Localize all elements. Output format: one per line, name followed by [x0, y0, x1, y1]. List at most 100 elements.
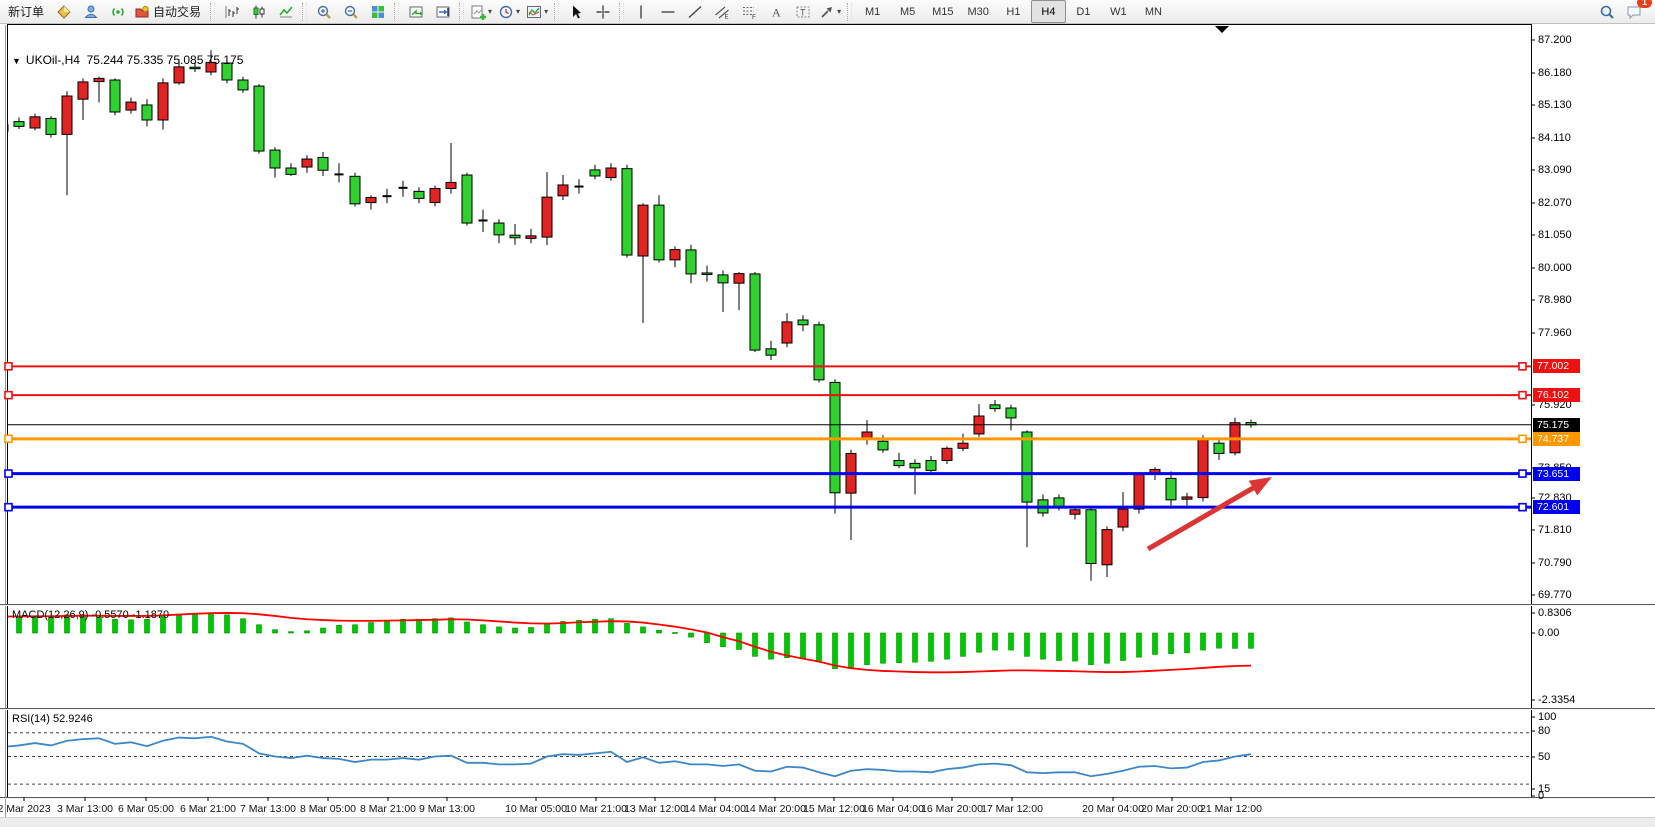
indicator-axis-label: 15	[1538, 783, 1551, 795]
vertical-line-button[interactable]	[627, 0, 654, 23]
hline-handle[interactable]	[1518, 469, 1527, 478]
chat-button[interactable]: 1	[1620, 0, 1652, 23]
chart-border	[7, 24, 1532, 798]
new-order-button[interactable]: 新订单	[2, 0, 50, 23]
macd-histogram-bar	[1136, 632, 1142, 658]
candle-body	[1085, 509, 1097, 565]
macd-histogram-bar	[800, 632, 806, 659]
candlestick-chart-button[interactable]	[245, 0, 272, 23]
timeframe-m15-button[interactable]: M15	[932, 5, 954, 18]
hline-handle[interactable]	[4, 502, 13, 512]
horizontal-line-button[interactable]	[654, 0, 681, 23]
chart-canvas[interactable]	[0, 24, 1655, 818]
auto-scroll-button[interactable]	[402, 0, 429, 23]
time-axis-label: 16 Mar 04:00	[862, 803, 924, 815]
trend-arrow-shaft[interactable]	[1146, 483, 1258, 552]
hline-handle[interactable]	[1518, 362, 1527, 371]
time-axis-label: 9 Mar 13:00	[418, 803, 476, 815]
price-line-badge: 72.601	[1533, 500, 1580, 515]
cursor-button[interactable]	[562, 0, 589, 23]
label-button[interactable]: T	[789, 0, 816, 23]
candle-body	[125, 101, 137, 111]
macd-histogram-bar	[848, 632, 854, 668]
chevron-down-icon[interactable]: ▼	[12, 56, 21, 66]
hline-handle[interactable]	[1518, 502, 1527, 512]
zoom-out-icon	[344, 5, 358, 19]
arrange-b-icon	[436, 6, 450, 17]
indicators-icon	[527, 5, 542, 18]
zoom-out-button[interactable]	[337, 0, 364, 23]
period-button[interactable]: ▾	[495, 0, 523, 23]
macd-histogram-bar	[176, 613, 182, 634]
rsi-layer	[8, 732, 1530, 785]
search-button[interactable]	[1593, 0, 1620, 23]
cursor-icon	[572, 5, 581, 18]
timeframe-w1-button[interactable]: W1	[1110, 5, 1127, 18]
candle-body	[61, 95, 73, 135]
timeframe-mn-button[interactable]: MN	[1144, 5, 1162, 18]
price-axis-label: 69.770	[1538, 589, 1572, 601]
hline-handle[interactable]	[4, 434, 13, 444]
toolbar-right-cluster: 1	[1593, 0, 1652, 23]
timeframe-h4-button[interactable]: H4	[1030, 0, 1066, 23]
macd-histogram-bar	[160, 616, 166, 634]
dropdown-caret-icon[interactable]: ▾	[544, 7, 549, 16]
candle-body	[861, 431, 873, 439]
chart-shift-button[interactable]	[429, 0, 456, 23]
timeframe-h1-button[interactable]: H1	[1006, 5, 1021, 18]
signal-icon[interactable]	[104, 0, 131, 23]
chart-window[interactable]: ▼ UKOil-,H4 75.244 75.335 75.085 75.175 8…	[0, 24, 1655, 818]
autotrade-button[interactable]: 自动交易	[131, 0, 207, 23]
timeframe-m1-button[interactable]: M1	[864, 5, 881, 18]
profile-icon[interactable]	[77, 0, 104, 23]
trendline-button[interactable]	[681, 0, 708, 23]
hline-handle[interactable]	[1518, 434, 1527, 444]
indicators-button[interactable]: ▾	[523, 0, 551, 23]
fibonacci-button[interactable]: F	[735, 0, 762, 23]
bar-chart-button[interactable]	[218, 0, 245, 23]
hline-handle[interactable]	[1518, 390, 1527, 400]
channel-button[interactable]: E	[708, 0, 735, 23]
price-axis-label: 84.110	[1538, 132, 1571, 144]
chart-window-icon[interactable]	[50, 0, 77, 23]
macd-histogram-bar	[1200, 632, 1206, 651]
chart-shift-marker-icon[interactable]	[1215, 26, 1229, 33]
macd-histogram-bar	[1, 618, 6, 633]
timeframe-m5-button[interactable]: M5	[899, 5, 916, 18]
text-button[interactable]: A	[762, 0, 789, 23]
candle-body	[877, 440, 889, 451]
hline-handle[interactable]	[4, 390, 13, 400]
candle-body	[1213, 442, 1225, 454]
zoom-in-button[interactable]	[310, 0, 337, 23]
dropdown-caret-icon[interactable]: ▾	[488, 7, 493, 16]
line-chart-button[interactable]	[272, 0, 299, 23]
toolbar-separator	[394, 2, 400, 21]
macd-histogram-bar	[1088, 632, 1094, 665]
macd-histogram-bar	[448, 617, 454, 634]
hline-handle[interactable]	[4, 362, 13, 371]
indicator-axis-label: 0.8306	[1538, 607, 1572, 619]
hline-handle[interactable]	[4, 469, 13, 478]
indicator-axis-label: 100	[1538, 711, 1557, 723]
trend-arrow-head[interactable]	[1248, 477, 1272, 496]
macd-histogram-bar	[528, 627, 534, 634]
price-axis-label: 82.070	[1538, 197, 1572, 209]
macd-histogram-bar	[976, 632, 982, 653]
timeframe-d1-button[interactable]: D1	[1076, 5, 1091, 18]
dropdown-caret-icon[interactable]: ▾	[516, 7, 521, 16]
macd-histogram-bar	[1008, 632, 1014, 651]
shapes-button[interactable]: ▾	[816, 0, 844, 23]
tile-windows-button[interactable]	[364, 0, 391, 23]
macd-histogram-bar	[288, 631, 294, 634]
macd-histogram-bar	[416, 618, 422, 634]
price-line-badge: 74.737	[1533, 431, 1580, 446]
dropdown-caret-icon[interactable]: ▾	[837, 7, 842, 16]
indicator-axis-label: 80	[1538, 725, 1551, 737]
macd-histogram-bar	[1120, 632, 1126, 661]
new-chart-button[interactable]: ▾	[467, 0, 495, 23]
timeframe-m30-button[interactable]: M30	[967, 5, 989, 18]
macd-histogram-bar	[320, 627, 326, 634]
time-axis-label: 20 Mar 04:00	[1082, 803, 1144, 815]
candle-body	[1197, 439, 1209, 499]
crosshair-button[interactable]	[589, 0, 616, 23]
